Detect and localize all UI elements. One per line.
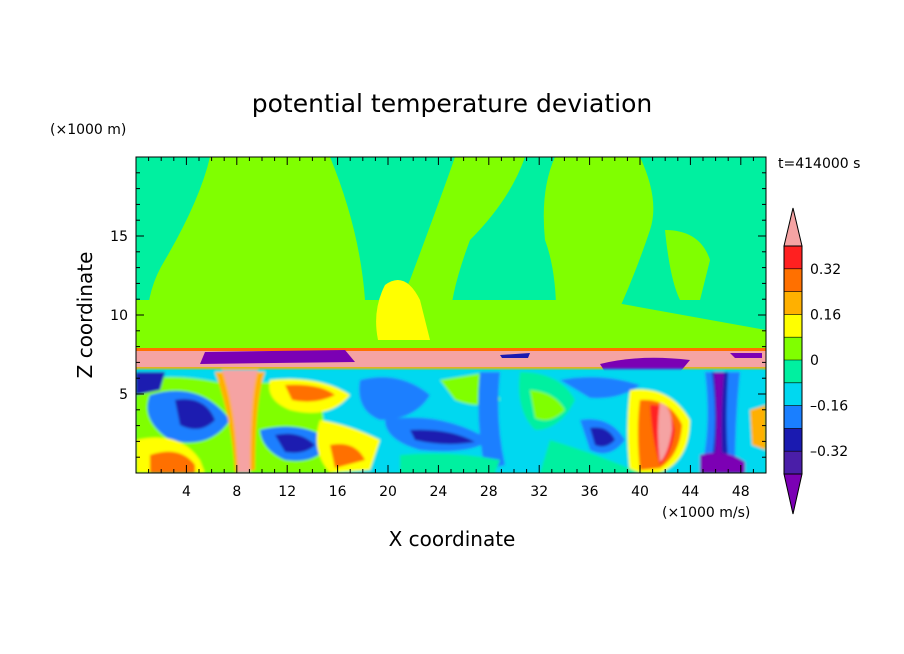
x-axis-label: X coordinate: [389, 527, 516, 551]
colorbar-swatch: [784, 246, 802, 269]
x-tick-label: 36: [581, 484, 599, 500]
colorbar-tick-label: 0: [810, 353, 819, 369]
x-tick-label: 4: [182, 484, 191, 500]
contour-field: [136, 157, 766, 473]
x-tick-label: 28: [480, 484, 498, 500]
x-tick-label: 8: [232, 484, 241, 500]
x-tick-label: 16: [329, 484, 347, 500]
y-tick-label: 15: [110, 229, 128, 245]
colorbar-swatch: [784, 314, 802, 338]
x-tick-label: 20: [379, 484, 397, 500]
colorbar-tick-label: –0.32: [810, 444, 848, 460]
colorbar-swatch: [784, 291, 802, 315]
colorbar-tick-label: 0.32: [810, 262, 841, 278]
x-tick-label: 44: [681, 484, 699, 500]
colorbar-swatch: [784, 428, 802, 452]
y-tick-label: 10: [110, 308, 128, 324]
lower-turbulent-field: [136, 369, 766, 473]
colorbar-swatch: [784, 360, 802, 383]
y-axis-label: Z coordinate: [73, 252, 97, 379]
colorbar-swatch: [784, 405, 802, 429]
colorbar-tick-label: –0.16: [810, 399, 848, 415]
y-tick-label: 5: [119, 387, 128, 403]
y-unit-label: (×1000 m): [50, 122, 126, 138]
upper-lime-regions: [136, 157, 766, 350]
x-tick-label: 24: [429, 484, 447, 500]
x-tick-label: 32: [530, 484, 548, 500]
y-ticks: 5 10 15: [110, 172, 766, 458]
chart-title: potential temperature deviation: [252, 89, 652, 118]
x-tick-label: 40: [631, 484, 649, 500]
colorbar: 0.32 0.16 0 –0.16 –0.32: [783, 207, 848, 515]
colorbar-swatch: [784, 382, 802, 406]
colorbar-swatch: [784, 337, 802, 360]
colorbar-over-triangle: [783, 207, 803, 247]
x-tick-label: 48: [732, 484, 750, 500]
colorbar-swatch: [784, 451, 802, 474]
time-label: t=414000 s: [778, 156, 860, 172]
colorbar-under-triangle: [783, 473, 803, 515]
inversion-layer: [136, 348, 766, 372]
x-ticks: 4 8 12 16 20 24 28 32 36 40 44 48: [148, 157, 754, 500]
colorbar-swatch: [784, 268, 802, 292]
colorbar-tick-label: 0.16: [810, 307, 841, 323]
x-unit-label: (×1000 m/s): [662, 505, 750, 521]
x-tick-label: 12: [278, 484, 296, 500]
